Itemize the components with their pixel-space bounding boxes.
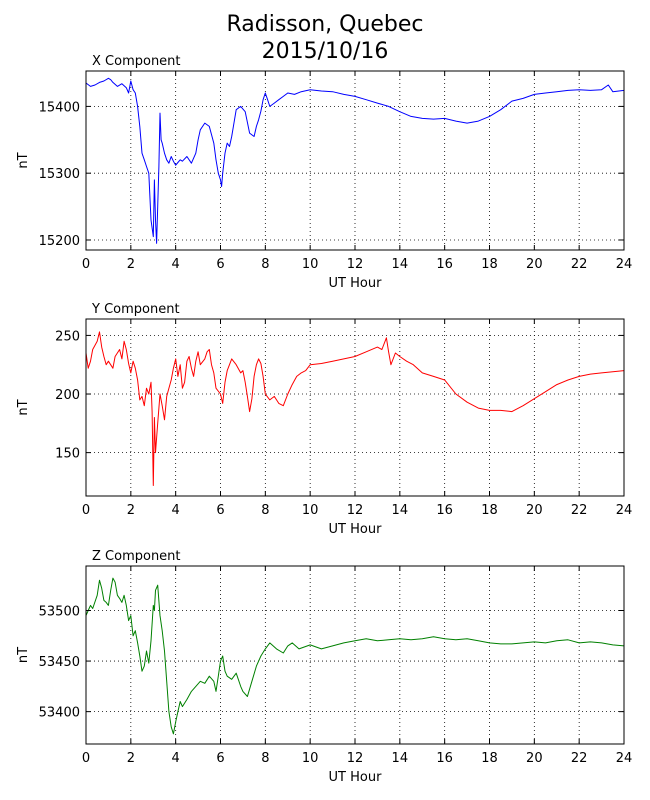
x-tick-label: 14 [392, 257, 409, 272]
x-tick-label: 18 [481, 503, 498, 518]
x-tick-label: 2 [127, 503, 135, 518]
series-line [85, 77, 625, 244]
x-tick-label: 14 [392, 503, 409, 518]
x-tick-label: 18 [481, 257, 498, 272]
x-tick-label: 22 [571, 503, 588, 518]
x-tick-label: 4 [172, 257, 180, 272]
x-tick-label: 12 [347, 751, 364, 766]
series-line [85, 331, 625, 486]
y-axis-label: nT [16, 647, 31, 663]
panel-title: Y Component [91, 302, 180, 317]
y-tick-label: 250 [55, 329, 80, 344]
x-tick-label: 0 [82, 751, 90, 766]
y-tick-label: 53400 [39, 706, 80, 721]
x-tick-label: 12 [347, 503, 364, 518]
y-tick-label: 15400 [39, 100, 80, 115]
x-tick-label: 14 [392, 751, 409, 766]
x-tick-label: 6 [216, 503, 224, 518]
x-tick-label: 0 [82, 257, 90, 272]
figure-subtitle: 2015/10/16 [261, 39, 389, 64]
x-tick-label: 24 [616, 751, 633, 766]
y-tick-label: 53500 [39, 605, 80, 620]
x-tick-label: 4 [172, 503, 180, 518]
y-tick-label: 200 [55, 388, 80, 403]
x-tick-label: 2 [127, 257, 135, 272]
x-tick-label: 2 [127, 751, 135, 766]
x-tick-label: 12 [347, 257, 364, 272]
panel-title: Z Component [92, 549, 181, 564]
series-line [85, 577, 625, 735]
x-tick-label: 4 [172, 751, 180, 766]
x-axis-label: UT Hour [329, 522, 383, 537]
y-tick-label: 15200 [39, 234, 80, 249]
x-tick-label: 20 [526, 503, 543, 518]
panel-title: X Component [92, 54, 181, 69]
y-tick-label: 150 [55, 447, 80, 462]
x-tick-label: 10 [302, 751, 319, 766]
x-tick-label: 6 [216, 751, 224, 766]
x-tick-label: 6 [216, 257, 224, 272]
y-tick-label: 53450 [39, 655, 80, 670]
x-tick-label: 22 [571, 257, 588, 272]
figure-title: Radisson, Quebec [226, 12, 424, 37]
x-tick-label: 8 [261, 751, 269, 766]
x-tick-label: 20 [526, 751, 543, 766]
x-tick-label: 8 [261, 257, 269, 272]
x-tick-label: 8 [261, 503, 269, 518]
x-tick-label: 18 [481, 751, 498, 766]
x-tick-label: 10 [302, 257, 319, 272]
x-tick-label: 16 [436, 503, 453, 518]
x-tick-label: 20 [526, 257, 543, 272]
x-tick-label: 22 [571, 751, 588, 766]
x-tick-label: 16 [436, 257, 453, 272]
y-tick-label: 15300 [39, 167, 80, 182]
x-tick-label: 24 [616, 503, 633, 518]
x-tick-label: 16 [436, 751, 453, 766]
x-axis-label: UT Hour [329, 276, 383, 291]
y-axis-label: nT [16, 152, 31, 168]
x-axis-label: UT Hour [329, 770, 383, 785]
y-axis-label: nT [16, 399, 31, 415]
x-tick-label: 10 [302, 503, 319, 518]
x-tick-label: 24 [616, 257, 633, 272]
x-tick-label: 0 [82, 503, 90, 518]
